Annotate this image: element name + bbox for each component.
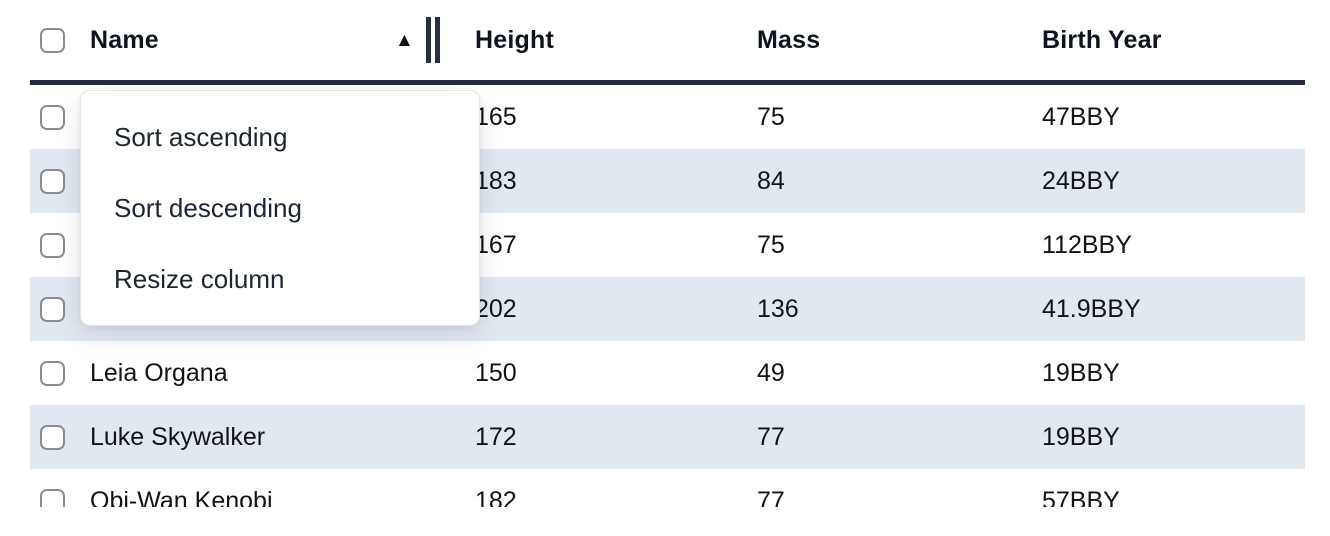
resize-handle-bar xyxy=(426,17,431,63)
cell-height: 150 xyxy=(475,358,517,387)
cell-mass: 49 xyxy=(757,358,785,387)
cell-height: 182 xyxy=(475,486,517,508)
row-checkbox[interactable] xyxy=(40,104,65,130)
row-checkbox-cell xyxy=(30,341,78,405)
cell-mass: 75 xyxy=(757,230,785,259)
cell-height: 183 xyxy=(475,166,517,195)
cell-birth-year: 41.9BBY xyxy=(1042,294,1141,323)
column-context-menu: Sort ascending Sort descending Resize co… xyxy=(80,90,480,326)
row-checkbox-cell xyxy=(30,277,78,341)
cell-height: 167 xyxy=(475,230,517,259)
select-all-checkbox[interactable] xyxy=(40,27,65,53)
table-header-row: Name ▲ Height Mass Birth Year xyxy=(30,0,1305,85)
column-header-height[interactable]: Height xyxy=(440,0,757,80)
cell-height: 202 xyxy=(475,294,517,323)
resize-handle-bar xyxy=(435,17,440,63)
row-checkbox-cell xyxy=(30,469,78,507)
cell-birth-year: 19BBY xyxy=(1042,358,1120,387)
column-header-name[interactable]: Name ▲ xyxy=(78,0,440,80)
cell-mass: 75 xyxy=(757,102,785,131)
column-header-height-label: Height xyxy=(475,25,554,54)
column-header-name-label: Name xyxy=(90,25,159,54)
cell-mass: 77 xyxy=(757,422,785,451)
menu-item-sort-ascending[interactable]: Sort ascending xyxy=(114,122,288,152)
cell-height: 165 xyxy=(475,102,517,131)
row-checkbox[interactable] xyxy=(40,232,65,258)
cell-mass: 136 xyxy=(757,294,799,323)
table-row: Luke Skywalker 172 77 19BBY xyxy=(30,405,1305,469)
column-resize-handle[interactable] xyxy=(426,17,440,63)
column-header-birth-year-label: Birth Year xyxy=(1042,25,1162,54)
row-checkbox[interactable] xyxy=(40,424,65,450)
row-checkbox-cell xyxy=(30,213,78,277)
sort-ascending-icon: ▲ xyxy=(394,29,414,51)
cell-birth-year: 57BBY xyxy=(1042,486,1120,508)
row-checkbox-cell xyxy=(30,149,78,213)
cell-mass: 77 xyxy=(757,486,785,508)
cell-birth-year: 112BBY xyxy=(1042,230,1132,259)
cell-birth-year: 47BBY xyxy=(1042,102,1120,131)
menu-item-sort-descending[interactable]: Sort descending xyxy=(114,193,302,223)
cell-name: Luke Skywalker xyxy=(90,422,266,451)
row-checkbox-cell xyxy=(30,405,78,469)
cell-name: Leia Organa xyxy=(90,358,228,387)
menu-item-resize-column[interactable]: Resize column xyxy=(114,264,285,294)
cell-mass: 84 xyxy=(757,166,785,195)
table-row: Leia Organa 150 49 19BBY xyxy=(30,341,1305,405)
column-header-mass-label: Mass xyxy=(757,25,821,54)
row-checkbox-cell xyxy=(30,85,78,149)
cell-birth-year: 24BBY xyxy=(1042,166,1120,195)
cell-height: 172 xyxy=(475,422,517,451)
cell-name: Obi-Wan Kenobi xyxy=(90,486,273,508)
cell-birth-year: 19BBY xyxy=(1042,422,1120,451)
column-header-mass[interactable]: Mass xyxy=(757,0,1042,80)
column-header-birth-year[interactable]: Birth Year xyxy=(1042,0,1305,80)
row-checkbox[interactable] xyxy=(40,488,65,507)
row-checkbox[interactable] xyxy=(40,296,65,322)
select-all-cell xyxy=(30,0,78,80)
table-row: Obi-Wan Kenobi 182 77 57BBY xyxy=(30,469,1305,507)
row-checkbox[interactable] xyxy=(40,168,65,194)
row-checkbox[interactable] xyxy=(40,360,65,386)
